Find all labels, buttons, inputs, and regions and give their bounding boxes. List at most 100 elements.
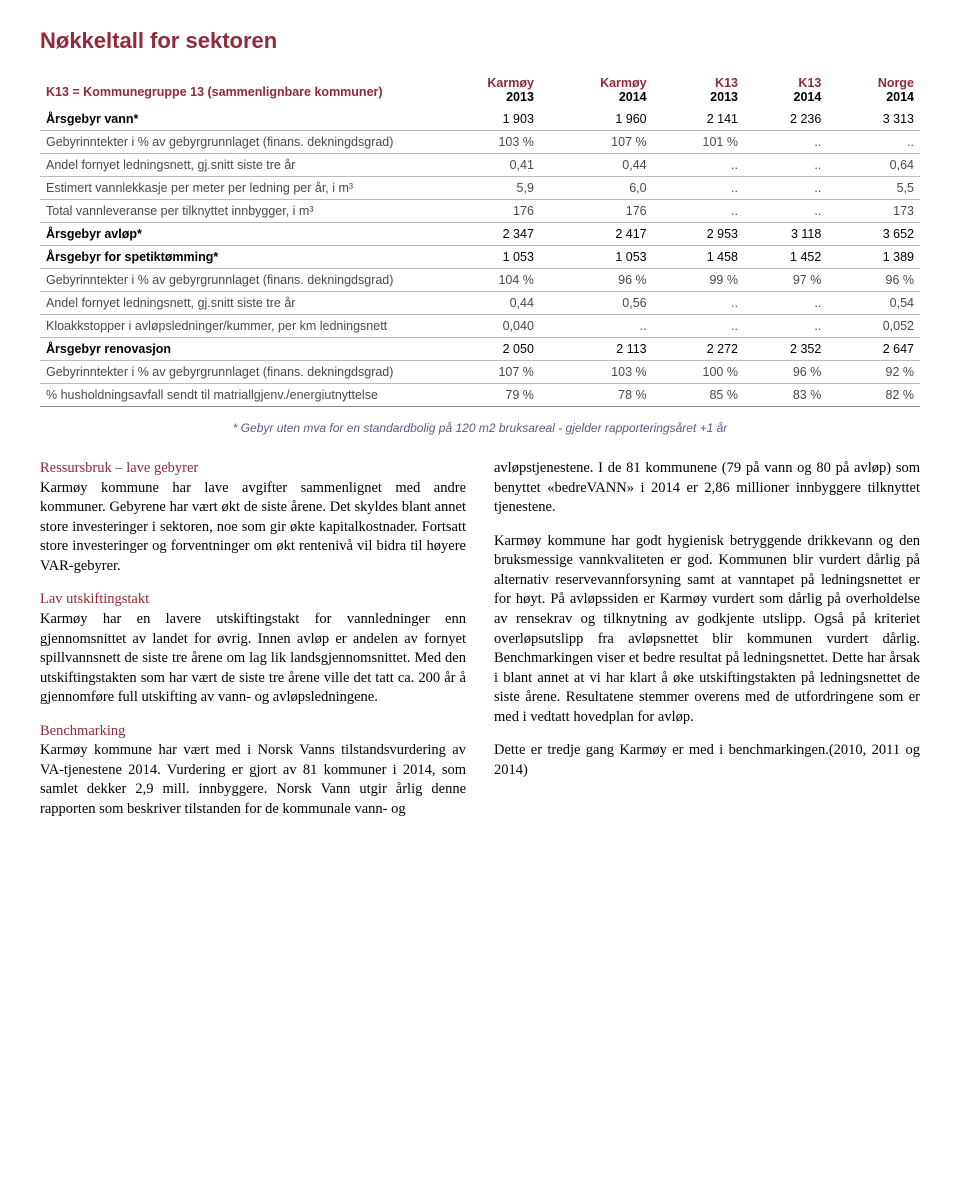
col-head-bottom: 2013: [427, 90, 540, 108]
row-value: 2 113: [540, 338, 653, 361]
row-value: 2 141: [653, 108, 744, 131]
subhead: Ressursbruk – lave gebyrer: [40, 460, 198, 476]
row-value: 2 417: [540, 223, 653, 246]
row-value: ..: [744, 200, 827, 223]
col-head-bottom: 2014: [827, 90, 920, 108]
col-head-top: Karmøy: [540, 72, 653, 90]
row-value: 2 352: [744, 338, 827, 361]
row-value: 79 %: [427, 384, 540, 407]
row-value: 0,44: [540, 154, 653, 177]
row-value: 2 050: [427, 338, 540, 361]
row-value: 92 %: [827, 361, 920, 384]
row-value: 1 458: [653, 246, 744, 269]
body-text: Karmøy har en lavere utskiftingstakt for…: [40, 611, 466, 705]
table-row: Årsgebyr renovasjon2 0502 1132 2722 3522…: [40, 338, 920, 361]
table-row: Gebyrinntekter i % av gebyrgrunnlaget (f…: [40, 361, 920, 384]
row-value: 82 %: [827, 384, 920, 407]
row-label: Kloakkstopper i avløpsledninger/kummer, …: [40, 315, 427, 338]
table-row: Gebyrinntekter i % av gebyrgrunnlaget (f…: [40, 131, 920, 154]
table-row: Estimert vannlekkasje per meter per ledn…: [40, 177, 920, 200]
row-value: 96 %: [744, 361, 827, 384]
body-text: Dette er tredje gang Karmøy er med i ben…: [494, 741, 920, 780]
page-title: Nøkkeltall for sektoren: [40, 28, 920, 54]
row-value: ..: [653, 154, 744, 177]
row-value: 1 960: [540, 108, 653, 131]
row-value: 99 %: [653, 269, 744, 292]
row-label: Årsgebyr for spetiktømming*: [40, 246, 427, 269]
row-value: 83 %: [744, 384, 827, 407]
row-value: 107 %: [540, 131, 653, 154]
row-value: 1 452: [744, 246, 827, 269]
row-label: Årsgebyr avløp*: [40, 223, 427, 246]
table-row: Årsgebyr vann*1 9031 9602 1412 2363 313: [40, 108, 920, 131]
right-column: avløpstjenestene. I de 81 kommunene (79 …: [494, 459, 920, 834]
key-figures-table: K13 = Kommunegruppe 13 (sammenlignbare k…: [40, 72, 920, 407]
row-label: Gebyrinntekter i % av gebyrgrunnlaget (f…: [40, 269, 427, 292]
row-label: Årsgebyr renovasjon: [40, 338, 427, 361]
col-head-bottom: 2014: [744, 90, 827, 108]
row-value: 2 953: [653, 223, 744, 246]
row-value: ..: [744, 154, 827, 177]
row-value: 85 %: [653, 384, 744, 407]
row-value: 104 %: [427, 269, 540, 292]
row-label: % husholdningsavfall sendt til matriallg…: [40, 384, 427, 407]
row-value: 96 %: [540, 269, 653, 292]
row-value: 0,41: [427, 154, 540, 177]
body-text: Karmøy kommune har godt hygienisk betryg…: [494, 532, 920, 728]
row-value: 3 118: [744, 223, 827, 246]
subhead: Lav utskiftingstakt: [40, 591, 149, 607]
col-head-top: Karmøy: [427, 72, 540, 90]
row-value: ..: [653, 177, 744, 200]
row-label: Årsgebyr vann*: [40, 108, 427, 131]
row-value: 3 652: [827, 223, 920, 246]
row-label: Estimert vannlekkasje per meter per ledn…: [40, 177, 427, 200]
row-value: 176: [427, 200, 540, 223]
row-value: 1 903: [427, 108, 540, 131]
row-value: ..: [653, 315, 744, 338]
row-value: 1 053: [427, 246, 540, 269]
row-value: 101 %: [653, 131, 744, 154]
row-value: 0,040: [427, 315, 540, 338]
left-column: Ressursbruk – lave gebyrer Karmøy kommun…: [40, 459, 466, 834]
row-value: 103 %: [540, 361, 653, 384]
row-value: ..: [744, 315, 827, 338]
row-value: ..: [827, 131, 920, 154]
row-value: 2 236: [744, 108, 827, 131]
row-value: 2 647: [827, 338, 920, 361]
row-label: Andel fornyet ledningsnett, gj.snitt sis…: [40, 292, 427, 315]
col-head-top: Norge: [827, 72, 920, 90]
row-value: 0,44: [427, 292, 540, 315]
row-value: ..: [540, 315, 653, 338]
col-head-bottom: 2014: [540, 90, 653, 108]
row-value: 3 313: [827, 108, 920, 131]
row-value: 100 %: [653, 361, 744, 384]
col-head-top: K13: [744, 72, 827, 90]
table-row: Andel fornyet ledningsnett, gj.snitt sis…: [40, 292, 920, 315]
body-text: Karmøy kommune har lave avgifter sammenl…: [40, 480, 466, 574]
row-label: Gebyrinntekter i % av gebyrgrunnlaget (f…: [40, 131, 427, 154]
row-value: 0,64: [827, 154, 920, 177]
row-value: 5,5: [827, 177, 920, 200]
row-value: ..: [653, 200, 744, 223]
table-row: % husholdningsavfall sendt til matriallg…: [40, 384, 920, 407]
subhead: Benchmarking: [40, 723, 125, 739]
row-value: 5,9: [427, 177, 540, 200]
row-value: 0,052: [827, 315, 920, 338]
row-value: 176: [540, 200, 653, 223]
row-value: ..: [744, 131, 827, 154]
row-value: 78 %: [540, 384, 653, 407]
row-value: ..: [653, 292, 744, 315]
row-label: Andel fornyet ledningsnett, gj.snitt sis…: [40, 154, 427, 177]
table-row: Total vannleveranse per tilknyttet innby…: [40, 200, 920, 223]
table-row: Gebyrinntekter i % av gebyrgrunnlaget (f…: [40, 269, 920, 292]
row-value: 6,0: [540, 177, 653, 200]
row-label: Gebyrinntekter i % av gebyrgrunnlaget (f…: [40, 361, 427, 384]
row-value: 1 389: [827, 246, 920, 269]
table-row: Andel fornyet ledningsnett, gj.snitt sis…: [40, 154, 920, 177]
body-text: Karmøy kommune har vært med i Norsk Vann…: [40, 742, 466, 817]
row-value: 96 %: [827, 269, 920, 292]
row-value: 107 %: [427, 361, 540, 384]
row-value: 2 347: [427, 223, 540, 246]
row-value: 1 053: [540, 246, 653, 269]
table-row: Kloakkstopper i avløpsledninger/kummer, …: [40, 315, 920, 338]
